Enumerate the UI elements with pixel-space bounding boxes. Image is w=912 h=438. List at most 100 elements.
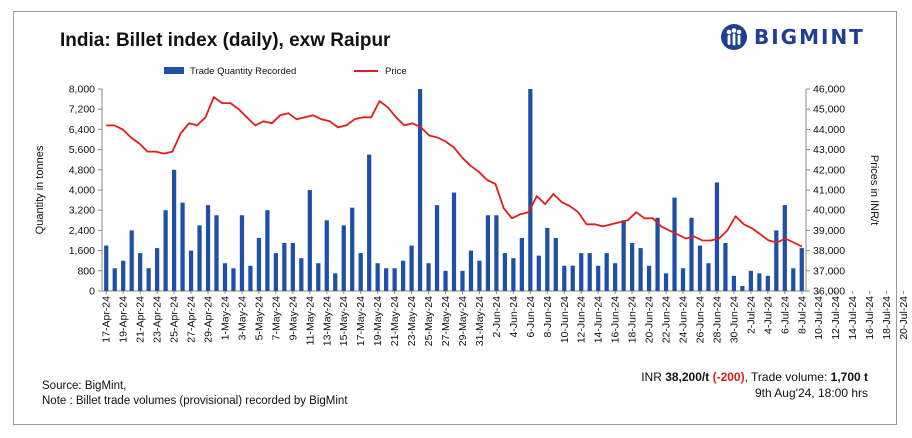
y2-tick-label: 44,000 <box>813 124 845 136</box>
x-tick-label: 27-May-24 <box>440 296 452 346</box>
price-line <box>106 96 803 248</box>
y-tick-label: 800 <box>77 265 95 277</box>
x-tick-label: 17-Apr-24 <box>101 296 113 343</box>
x-tick-label: 9-May-24 <box>287 296 299 341</box>
quantity-bar <box>740 285 745 291</box>
x-tick-label: 18-Jul-24 <box>881 296 893 340</box>
x-tick-label: 6-Jun-24 <box>525 296 537 338</box>
quantity-bar <box>290 243 295 291</box>
x-tick-label: 2-Jul-24 <box>745 296 757 334</box>
chart-title: India: Billet index (daily), exw Raipur <box>60 30 391 51</box>
x-tick-label: 7-May-24 <box>270 296 282 341</box>
x-tick-label: 25-May-24 <box>423 296 435 346</box>
y-tick-label: 4,000 <box>69 185 95 197</box>
x-tick-label: 16-Jun-24 <box>610 296 622 343</box>
quantity-bar <box>146 268 151 291</box>
x-tick-label: 1-May-24 <box>219 296 231 341</box>
x-tick-label: 20-Jul-24 <box>898 296 910 340</box>
x-tick-label: 8-Jul-24 <box>796 296 808 334</box>
x-tick-label: 24-Jun-24 <box>678 296 690 343</box>
quantity-bar <box>112 268 117 291</box>
y-tick-label: 7,200 <box>69 104 95 116</box>
x-tick-label: 20-Jun-24 <box>644 296 656 343</box>
logo-wordmark: BIGMINT <box>754 25 865 49</box>
x-tick-label: 4-Jun-24 <box>508 296 520 338</box>
quantity-bar <box>621 220 626 291</box>
x-tick-label: 13-May-24 <box>321 296 333 346</box>
quantity-bar <box>155 248 160 291</box>
x-tick-label: 29-May-24 <box>457 296 469 346</box>
x-tick-label: 25-Apr-24 <box>169 296 181 343</box>
quantity-bar <box>248 265 253 291</box>
y-tick-label: 3,200 <box>69 205 95 217</box>
quantity-bar <box>256 237 262 291</box>
x-tick-label: 19-Apr-24 <box>118 296 130 343</box>
quantity-bar <box>451 192 457 291</box>
x-tick-label: 14-Jul-24 <box>847 296 859 340</box>
x-tick-label: 15-May-24 <box>338 296 350 346</box>
quantity-bar <box>222 263 228 291</box>
quantity-bar <box>197 225 202 291</box>
y-axis-title: Quantity in tonnes <box>34 145 46 234</box>
quantity-bar <box>613 263 618 291</box>
quantity-bar <box>519 237 524 291</box>
x-tick-label: 21-May-24 <box>389 296 401 346</box>
y2-tick-label: 41,000 <box>813 185 845 197</box>
x-tick-label: 6-Jul-24 <box>779 296 791 334</box>
chart-footer-notes: Source: BigMint, Note : Billet trade vol… <box>42 379 348 409</box>
quantity-bar <box>774 230 779 291</box>
x-tick-label: 18-Jun-24 <box>627 296 639 343</box>
x-tick-label: 21-Apr-24 <box>135 296 147 343</box>
price-summary: INR 38,200/t (-200), Trade volume: 1,700… <box>641 369 868 401</box>
quantity-bar <box>672 197 677 291</box>
quantity-bar <box>630 243 635 291</box>
quantity-bar <box>731 275 737 291</box>
quantity-bar <box>358 253 363 291</box>
x-tick-label: 5-May-24 <box>253 296 265 341</box>
quantity-bar <box>188 250 194 291</box>
quantity-bar <box>273 253 278 291</box>
x-tick-label: 14-Jun-24 <box>593 296 605 343</box>
quantity-bar <box>477 260 482 291</box>
quantity-bar <box>545 227 550 291</box>
quantity-bar <box>468 250 474 291</box>
x-tick-label: 11-May-24 <box>304 296 316 346</box>
y-tick-label: 1,600 <box>69 245 95 257</box>
price-prefix: INR <box>641 370 666 384</box>
quantity-bar <box>638 248 643 291</box>
quantity-bar <box>689 217 694 291</box>
x-tick-label: 3-May-24 <box>236 296 248 341</box>
x-tick-label: 2-Jun-24 <box>491 296 503 338</box>
quantity-bar <box>646 265 652 291</box>
quantity-bar <box>765 275 770 291</box>
quantity-bar <box>579 253 584 291</box>
quantity-bar <box>180 202 185 291</box>
x-tick-label: 26-Jun-24 <box>694 296 706 343</box>
quantity-bar <box>409 245 414 291</box>
source-note: Source: BigMint, <box>42 380 127 392</box>
legend-line-label: Price <box>385 66 407 77</box>
y2-tick-label: 37,000 <box>813 265 845 277</box>
y-tick-label: 0 <box>89 286 95 298</box>
y2-tick-label: 36,000 <box>813 286 845 298</box>
y-tick-label: 8,000 <box>69 84 95 96</box>
quantity-bar <box>799 248 804 291</box>
plot-area: 0 800 1,600 2,400 3,200 4,000 4,800 5,600 6,400 7… <box>69 84 910 347</box>
quantity-bar <box>680 268 686 291</box>
quantity-bar <box>163 210 168 291</box>
quantity-bar <box>511 258 516 291</box>
quantity-bar <box>553 237 558 291</box>
quantity-bar <box>587 253 592 291</box>
quantity-bar <box>443 270 448 291</box>
x-tick-label: 23-Apr-24 <box>152 296 164 343</box>
legend-bar-label: Trade Quantity Recorded <box>190 66 296 77</box>
x-tick-label: 30-Jun-24 <box>728 296 740 343</box>
y2-tick-label: 46,000 <box>813 84 845 96</box>
quantity-bar <box>434 205 440 291</box>
quantity-bar <box>265 210 270 291</box>
x-tick-label: 17-May-24 <box>355 296 367 346</box>
y2-tick-label: 45,000 <box>813 104 845 116</box>
quantity-bar <box>384 268 389 291</box>
bigmint-people-icon <box>721 24 747 50</box>
